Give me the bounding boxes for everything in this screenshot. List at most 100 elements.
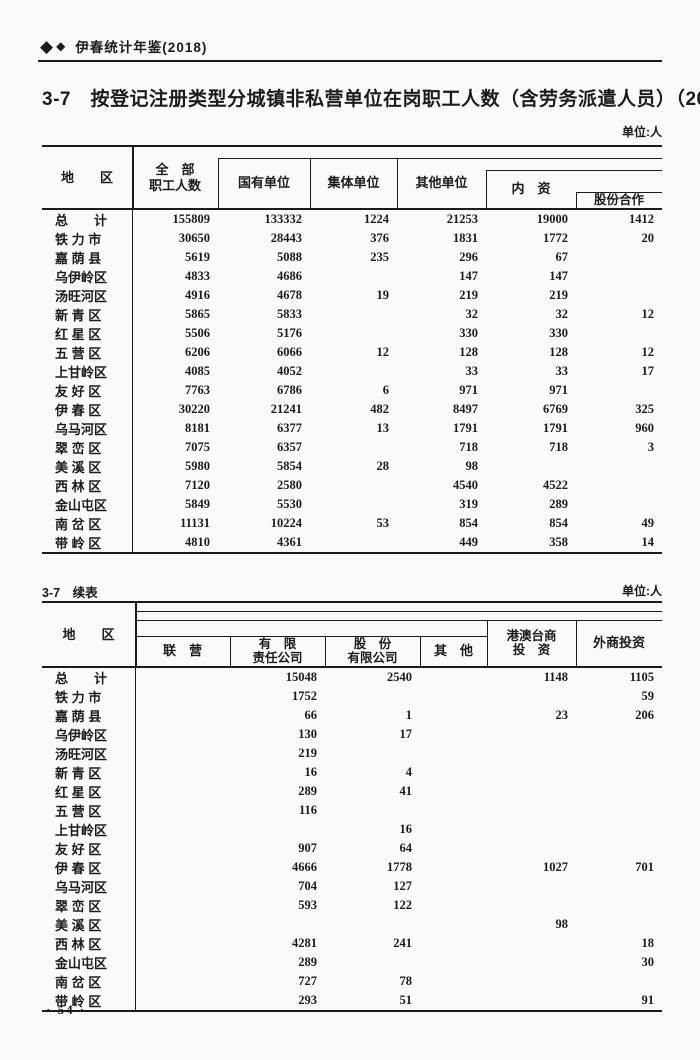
t2-vline-2 bbox=[325, 636, 326, 666]
region-cell: 嘉 荫 县 bbox=[42, 248, 133, 267]
region-cell: 带 岭 区 bbox=[42, 533, 133, 553]
table-row: 总 计 155809 133332 1224 21253 19000 1412 bbox=[42, 210, 662, 229]
table-row: 嘉 荫 县 5619 5088 235 296 67 bbox=[42, 248, 662, 267]
value-cell bbox=[420, 801, 487, 820]
region-cell: 西 林 区 bbox=[42, 934, 136, 953]
value-cell: 30220 bbox=[178, 402, 210, 416]
value-cell: 1412 bbox=[629, 212, 654, 226]
table-row: 美 溪 区 5980 5854 28 98 bbox=[42, 457, 662, 476]
value-cell bbox=[325, 744, 420, 763]
t1-top-rule bbox=[42, 145, 662, 147]
value-cell: 971 bbox=[459, 383, 478, 397]
region-cell: 乌伊岭区 bbox=[42, 725, 136, 744]
region-cell: 伊 春 区 bbox=[42, 400, 133, 419]
table-row: 西 林 区 4281 241 18 bbox=[42, 934, 662, 953]
value-cell: 293 bbox=[298, 993, 317, 1007]
value-cell: 128 bbox=[549, 345, 568, 359]
region-cell: 翠 峦 区 bbox=[42, 896, 136, 915]
value-cell: 19 bbox=[376, 288, 390, 302]
value-cell: 2540 bbox=[387, 670, 412, 684]
region-cell: 南 岔 区 bbox=[42, 972, 136, 991]
col-header-foreign-invest: 外商投资 bbox=[592, 635, 645, 650]
value-cell: 66 bbox=[304, 708, 318, 722]
table-row: 友 好 区 7763 6786 6 971 971 bbox=[42, 381, 662, 400]
table-row: 嘉 荫 县 66 1 23 206 bbox=[42, 706, 662, 725]
value-cell bbox=[576, 801, 662, 820]
table-row: 新 青 区 5865 5833 32 32 12 bbox=[42, 305, 662, 324]
page-number: · 54 · bbox=[46, 1002, 87, 1017]
value-cell: 11131 bbox=[180, 516, 210, 530]
value-cell bbox=[487, 877, 576, 896]
value-cell: 1105 bbox=[629, 670, 654, 684]
value-cell: 1831 bbox=[453, 231, 478, 245]
value-cell: 701 bbox=[635, 860, 654, 874]
t1-vline-5 bbox=[576, 192, 577, 208]
value-cell: 18 bbox=[641, 936, 655, 950]
value-cell: 1772 bbox=[543, 231, 568, 245]
table-row: 汤旺河区 219 bbox=[42, 744, 662, 763]
value-cell: 147 bbox=[549, 269, 568, 283]
value-cell: 5506 bbox=[185, 326, 210, 340]
table-row: 红 星 区 5506 5176 330 330 bbox=[42, 324, 662, 343]
region-cell: 友 好 区 bbox=[42, 381, 133, 400]
col-header-share-cooperation: 股份合作 bbox=[593, 193, 644, 207]
t1-subrule-domestic bbox=[486, 170, 662, 171]
value-cell: 4666 bbox=[292, 860, 317, 874]
region-cell: 新 青 区 bbox=[42, 305, 133, 324]
t2-header-bottom-rule bbox=[42, 666, 662, 668]
book-header: ◆ ◆ 伊春统计年鉴(2018) bbox=[40, 36, 207, 56]
value-cell bbox=[420, 763, 487, 782]
value-cell bbox=[135, 934, 230, 953]
value-cell bbox=[325, 915, 420, 934]
table-row: 南 岔 区 727 78 bbox=[42, 972, 662, 991]
unit-label-table2: 单位:人 bbox=[622, 584, 662, 598]
region-cell: 红 星 区 bbox=[42, 782, 136, 801]
value-cell bbox=[576, 495, 662, 514]
value-cell: 15048 bbox=[285, 670, 317, 684]
value-cell: 128 bbox=[459, 345, 478, 359]
region-cell: 铁 力 市 bbox=[42, 229, 133, 248]
value-cell: 4540 bbox=[453, 478, 478, 492]
value-cell: 6357 bbox=[277, 440, 302, 454]
region-cell: 带 岭 区 bbox=[42, 991, 136, 1011]
region-cell: 美 溪 区 bbox=[42, 457, 133, 476]
region-cell: 金山屯区 bbox=[42, 495, 133, 514]
value-cell bbox=[135, 687, 230, 706]
col-header-limited-liability: 有 限 责任公司 bbox=[252, 637, 303, 665]
value-cell bbox=[135, 763, 230, 782]
value-cell bbox=[135, 896, 230, 915]
table-row: 上甘岭区 4085 4052 33 33 17 bbox=[42, 362, 662, 381]
value-cell bbox=[487, 801, 576, 820]
table-row: 伊 春 区 4666 1778 1027 701 bbox=[42, 858, 662, 877]
col-header-region: 地 区 bbox=[62, 626, 115, 642]
value-cell bbox=[135, 820, 230, 839]
value-cell: 6769 bbox=[543, 402, 568, 416]
t1-subrule-sharecoop bbox=[576, 192, 662, 193]
region-cell: 友 好 区 bbox=[42, 839, 136, 858]
value-cell: 5176 bbox=[277, 326, 302, 340]
col-header-other: 其 他 bbox=[433, 643, 473, 658]
value-cell: 67 bbox=[555, 250, 569, 264]
value-cell: 5833 bbox=[277, 307, 302, 321]
value-cell: 7763 bbox=[185, 383, 210, 397]
value-cell: 1778 bbox=[387, 860, 412, 874]
value-cell bbox=[420, 953, 487, 972]
value-cell: 32 bbox=[555, 307, 569, 321]
t2-subrule-c bbox=[135, 636, 487, 637]
unit-label-table1: 单位:人 bbox=[622, 125, 662, 139]
value-cell: 4686 bbox=[277, 269, 302, 283]
value-cell: 133332 bbox=[264, 212, 303, 226]
value-cell: 28443 bbox=[270, 231, 302, 245]
table-row: 乌马河区 704 127 bbox=[42, 877, 662, 896]
table-row: 铁 力 市 1752 59 bbox=[42, 687, 662, 706]
table-row: 金山屯区 289 30 bbox=[42, 953, 662, 972]
region-cell: 汤旺河区 bbox=[42, 744, 136, 763]
value-cell: 1224 bbox=[364, 212, 389, 226]
value-cell bbox=[487, 972, 576, 991]
value-cell bbox=[487, 839, 576, 858]
value-cell: 4522 bbox=[543, 478, 568, 492]
value-cell bbox=[135, 972, 230, 991]
value-cell: 53 bbox=[376, 516, 390, 530]
table-row: 翠 峦 区 7075 6357 718 718 3 bbox=[42, 438, 662, 457]
value-cell bbox=[420, 687, 487, 706]
